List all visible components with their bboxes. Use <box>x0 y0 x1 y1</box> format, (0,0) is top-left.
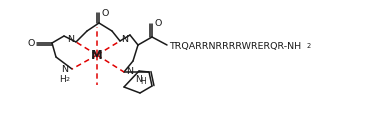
Text: H: H <box>60 75 67 84</box>
Text: N: N <box>68 35 74 44</box>
Text: O: O <box>154 19 162 28</box>
Text: N: N <box>62 65 68 74</box>
Text: TRQARRNRRRRWRERQR-NH: TRQARRNRRRRWRERQR-NH <box>169 41 301 50</box>
Text: O: O <box>101 9 109 18</box>
Text: N: N <box>135 75 141 84</box>
Text: 2: 2 <box>307 43 311 49</box>
Text: M: M <box>91 49 103 62</box>
Text: N: N <box>127 66 133 75</box>
Text: O: O <box>27 39 35 48</box>
Text: 2: 2 <box>66 76 70 81</box>
Text: H: H <box>140 77 146 86</box>
Text: N: N <box>121 34 129 43</box>
